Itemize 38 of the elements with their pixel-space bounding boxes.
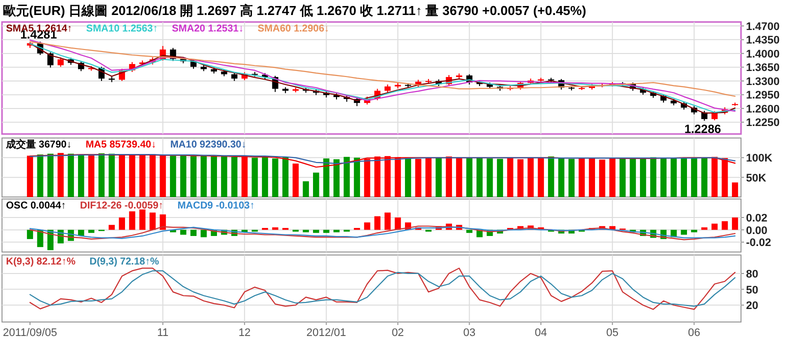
y-tick-label: 1.3650 [746, 62, 780, 74]
series-label: OSC 0.0044↑ [6, 200, 66, 212]
y-tick-label: 1.2600 [746, 103, 780, 116]
x-tick-label: 04 [534, 327, 547, 339]
series-label: MA10 92390.30↓ [170, 140, 246, 150]
chart-title: 歐元(EUR) 日線圖 2012/06/18 開 1.2697 高 1.2747 低 1.2670 收 1.2711↑ 量 36790 +0.0057 (+0.45%) [3, 3, 586, 18]
y-tick-label: 1.2950 [746, 90, 780, 102]
x-tick-label: 2012/01 [306, 327, 346, 339]
x-tick-label: 02 [392, 327, 404, 339]
y-tick-label: 0.00 [746, 224, 768, 237]
series-label: 成交量 36790↓ [5, 138, 72, 150]
x-tick-label: 2011/09/05 [2, 327, 58, 339]
y-tick-label: 1.4700 [746, 20, 780, 33]
text: K(9,3) 82.12↑% [6, 256, 76, 268]
y-tick-label: 50K [746, 172, 766, 184]
x-tick-label: 03 [463, 327, 476, 339]
x-tick-label: 05 [606, 327, 619, 339]
y-tick-label: 80 [746, 268, 758, 280]
series-label: D(9,3) 72.18↑% [89, 256, 160, 268]
y-tick-label: 1.2250 [746, 117, 780, 130]
y-tick-label: 100K [746, 152, 772, 165]
text: SMA60 1.2906↓ [258, 24, 330, 34]
x-tick-label: 06 [688, 327, 700, 339]
y-tick-label: 1.4000 [746, 48, 780, 60]
annotation: 1.2286 [684, 122, 722, 136]
series-label: DIF12-26 -0.0059↑ [80, 200, 164, 212]
y-tick-label: 0.02 [746, 212, 768, 224]
x-tick-label: 12 [238, 327, 251, 339]
series-label: MACD9 -0.0103↑ [177, 200, 255, 212]
y-tick-label: 1.4350 [746, 34, 780, 47]
series-label: MA5 85739.40↓ [86, 140, 156, 150]
y-tick-label: 20 [746, 300, 758, 312]
text: SMA10 1.2563↑ [86, 24, 158, 34]
y-tick-label: 50 [746, 284, 758, 296]
text: SMA20 1.2531↓ [172, 24, 244, 34]
x-tick-label: 11 [157, 327, 169, 339]
y-tick-label: -0.02 [746, 237, 772, 250]
y-tick-label: 1.3300 [746, 76, 780, 88]
